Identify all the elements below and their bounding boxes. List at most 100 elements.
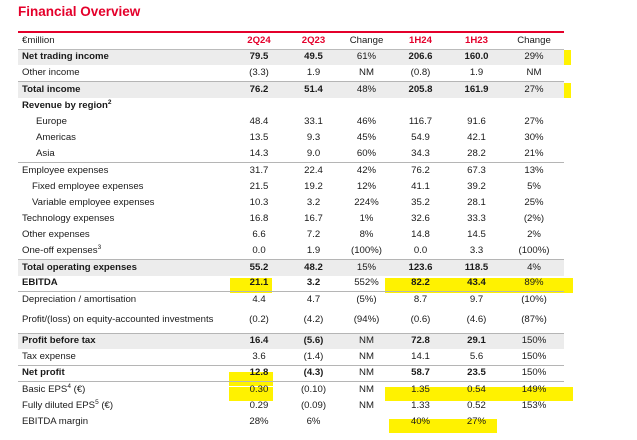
cell-2q23: (1.4) [286,349,341,366]
highlight-1h-total-income [385,83,571,98]
row-label: Employee expenses [22,164,109,176]
cell-2q24: 0.29 [249,399,269,411]
cell-2q24: (3.3) [232,65,286,82]
row-ebitda: EBITDA 21.1 3.2 552% 82.2 43.4 89% [18,275,564,293]
cell-1h23: 5.6 [449,349,504,366]
cell-2q24: 28% [249,416,269,427]
cell-2q24: 21.1 [232,275,286,293]
cell-change-q: 552% [341,275,392,293]
cell-change-h: 29% [524,51,544,63]
highlight-1h-ebitda-margin [389,419,497,433]
row-variable-employee-expenses: Variable employee expenses 10.3 3.2 224%… [18,195,564,211]
cell-2q24: 14.3 [232,146,286,163]
cell-1h23: 27% [466,416,487,427]
cell-1h24: (0.8) [392,65,449,82]
cell-2q23: 48.2 [304,261,323,273]
header-unit: €million [22,34,55,46]
cell-change-q: 46% [356,115,377,127]
cell-1h23 [449,98,504,114]
cell-1h23: 33.3 [467,212,486,224]
cell-1h23: 42.1 [467,132,486,143]
cell-1h23: 161.9 [464,83,489,95]
row-americas: Americas 13.5 9.3 45% 54.9 42.1 30% [18,130,564,146]
cell-change-q: 45% [356,132,377,143]
row-label: EBITDA margin [22,416,89,427]
cell-2q24: 55.2 [249,261,269,273]
cell-2q24: 31.7 [249,164,269,176]
row-label: Total operating expenses [22,261,137,273]
cell-change-h: (87%) [504,308,564,334]
cell-2q23: 19.2 [304,180,323,192]
cell-2q24: 48.4 [249,115,269,127]
cell-1h24: 123.6 [408,261,433,273]
row-basic-eps: Basic EPS4 (€) 0.30 (0.10) NM 1.35 0.54 … [18,382,564,398]
row-label: One-off expenses3 [18,243,232,260]
cell-change-q: 48% [356,83,377,95]
row-label: Fixed employee expenses [32,180,144,192]
cell-change-q: (5%) [356,294,377,306]
cell-change-h: 2% [527,229,541,241]
cell-1h24: 35.2 [411,196,430,208]
cell-1h23: 28.2 [449,146,504,163]
cell-1h24: 32.6 [411,212,430,224]
cell-change-h [504,414,564,430]
cell-2q23: 33.1 [304,115,323,127]
highlight-1h-basic-eps [385,387,573,401]
cell-2q24: 0.0 [232,243,286,260]
row-label: Asia [18,146,232,163]
row-label: Net trading income [22,51,109,63]
cell-2q23: 6% [306,416,321,427]
cell-1h23: 14.5 [467,229,486,241]
cell-1h23: 29.1 [467,335,486,347]
cell-1h24: 1.33 [411,399,430,411]
row-label: Europe [36,115,67,127]
row-technology-expenses: Technology expenses 16.8 16.7 1% 32.6 33… [18,211,564,227]
row-label-text: Revenue by region [22,99,108,111]
row-label: Basic EPS4 (€) [18,382,232,398]
cell-2q24: 0.30 [249,383,269,395]
cell-change-q: NM [359,335,374,347]
header-2q24: 2Q24 [247,34,271,46]
row-other-expenses: Other expenses 6.6 7.2 8% 14.8 14.5 2% [18,227,564,243]
header-2q23: 2Q23 [301,34,326,46]
cell-2q24: 21.5 [249,180,269,192]
cell-change-q: NM [359,399,374,411]
cell-1h24: 116.7 [408,115,433,127]
row-profit-before-tax: Profit before tax 16.4 (5.6) NM 72.8 29.… [18,333,564,350]
cell-1h24 [392,98,449,114]
header-1h24: 1H24 [409,34,432,46]
cell-2q24: 16.4 [249,335,269,347]
cell-change-q: 61% [356,51,377,63]
table-header-row: €million 2Q24 2Q23 Change 1H24 1H23 Chan… [18,32,564,49]
row-net-trading-income: Net trading income 79.5 49.5 61% 206.6 1… [18,49,564,66]
cell-1h24: 206.6 [408,51,433,63]
highlight-2q24-net-trading [229,50,275,65]
cell-2q23: 3.2 [286,275,341,293]
cell-change-h: 27% [524,115,544,127]
cell-2q23 [286,98,341,114]
row-label-text: Basic EPS [22,383,68,395]
cell-2q23: 3.2 [306,196,321,208]
cell-2q24: (0.2) [232,308,286,334]
cell-1h24: 58.7 [392,365,449,383]
cell-change-q: 1% [359,212,374,224]
cell-change-h: NM [504,65,564,82]
row-label: Other income [18,65,232,82]
cell-2q24: 4.4 [252,294,266,306]
row-total-operating-expenses: Total operating expenses 55.2 48.2 15% 1… [18,259,564,276]
cell-2q24: 12.8 [232,365,286,383]
row-total-income: Total income 76.2 51.4 48% 205.8 161.9 2… [18,81,564,98]
cell-1h23: 39.2 [467,180,486,192]
cell-2q23: 9.0 [286,146,341,163]
cell-1h24: 8.7 [413,294,428,306]
cell-2q24: 16.8 [249,212,269,224]
cell-2q23: 9.3 [306,132,321,143]
cell-change-h: 150% [504,365,564,383]
cell-change-q: 15% [356,261,377,273]
row-one-off-expenses: One-off expenses3 0.0 1.9 (100%) 0.0 3.3… [18,243,564,260]
cell-change-h: (10%) [521,294,547,306]
cell-1h23: 43.4 [449,275,504,293]
cell-1h24: (0.6) [392,308,449,334]
cell-1h23: 0.54 [467,383,486,395]
highlight-2q24-basic-eps [229,387,273,401]
